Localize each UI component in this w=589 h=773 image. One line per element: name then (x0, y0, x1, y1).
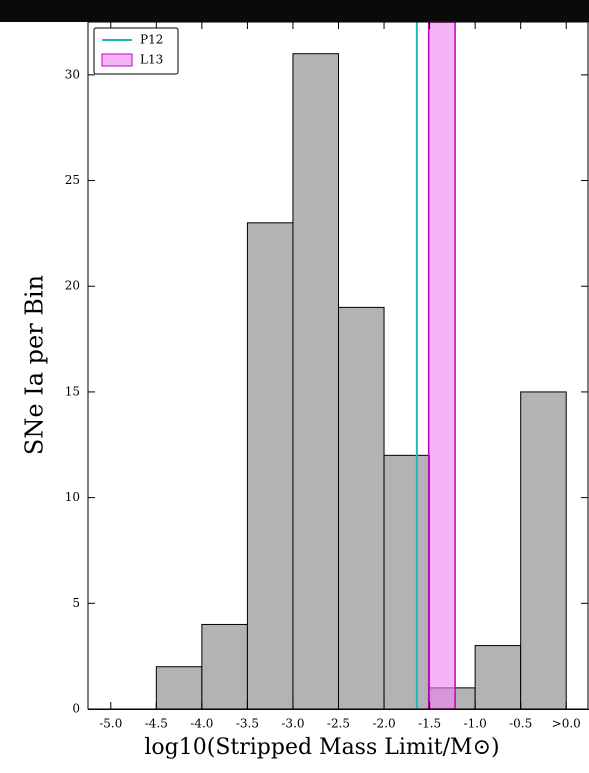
legend-label: L13 (140, 53, 163, 67)
y-axis-label: SNe Ia per Bin (21, 275, 49, 455)
x-tick-label: -1.5 (418, 717, 441, 731)
y-tick-label: 20 (65, 279, 80, 293)
x-tick-label: -0.5 (509, 717, 532, 731)
y-tick-label: 5 (72, 596, 80, 610)
y-tick-label: 0 (72, 702, 80, 716)
x-tick-label: >0.0 (552, 717, 581, 731)
x-axis-label: log10(Stripped Mass Limit/M⊙) (144, 735, 499, 760)
legend-patch (101, 53, 133, 67)
x-tick-label: -2.0 (372, 717, 395, 731)
x-tick-label: -3.0 (281, 717, 304, 731)
band (427, 21, 456, 710)
bar (155, 666, 203, 710)
y-tick-label: 10 (65, 490, 80, 504)
bar (338, 306, 385, 710)
x-tick-label: -4.0 (190, 717, 213, 731)
y-tick-label: 25 (65, 173, 80, 187)
x-tick-label: -4.5 (145, 717, 168, 731)
x-tick-label: -5.0 (99, 717, 122, 731)
bar (474, 645, 522, 710)
x-tick-label: -3.5 (236, 717, 259, 731)
bar (201, 623, 248, 710)
bar (383, 454, 431, 710)
legend-label: P12 (140, 33, 163, 47)
x-tick-label: -2.5 (327, 717, 350, 731)
bar (246, 222, 294, 710)
y-tick-label: 15 (65, 384, 80, 398)
x-label-area (0, 710, 589, 773)
y-tick-label: 30 (65, 67, 80, 81)
bar (292, 53, 340, 710)
bar (520, 391, 567, 710)
x-tick-label: -1.0 (464, 717, 487, 731)
legend-box (93, 27, 179, 75)
y-label-area (0, 22, 88, 773)
